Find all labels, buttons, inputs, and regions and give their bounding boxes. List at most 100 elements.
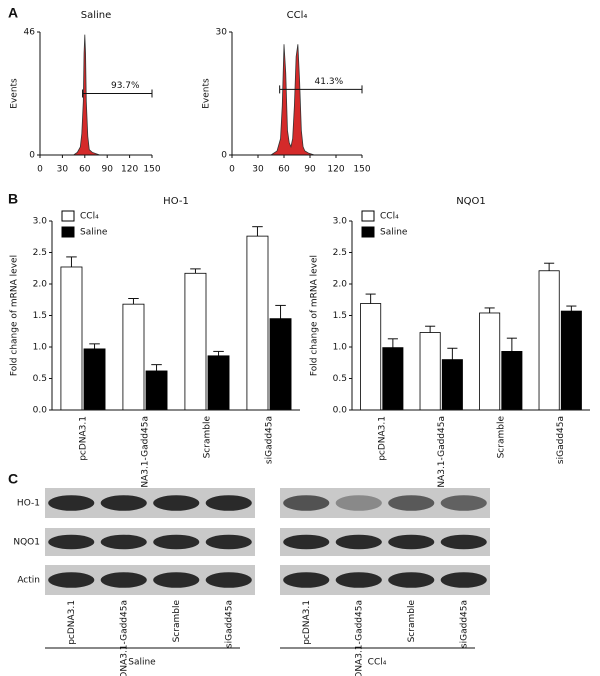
y-tick-label: 2.5 xyxy=(33,248,47,258)
y-tick-label: 30 xyxy=(216,28,228,38)
chart-title: HO-1 xyxy=(163,196,189,207)
x-tick-label: 150 xyxy=(353,165,370,175)
bar xyxy=(501,351,523,411)
group-label: CCl₄ xyxy=(368,658,387,668)
blot-band xyxy=(48,534,95,550)
blot-band xyxy=(153,572,200,588)
blot-band xyxy=(440,572,487,588)
y-tick-label: 2.0 xyxy=(33,280,48,290)
blot-band xyxy=(153,495,200,511)
y-axis-label: Events xyxy=(10,78,20,109)
x-tick-label: 120 xyxy=(121,165,138,175)
x-tick-label: Scramble xyxy=(496,416,506,459)
row-label: NQO1 xyxy=(13,538,40,548)
bar xyxy=(269,318,292,411)
blot-band xyxy=(153,534,200,550)
x-tick-label: Scramble xyxy=(203,416,213,459)
y-tick-label: 0 xyxy=(221,151,227,161)
bar xyxy=(479,312,501,411)
blot-band xyxy=(100,534,147,550)
bar xyxy=(184,272,207,411)
bar xyxy=(83,348,106,411)
x-tick-label: 90 xyxy=(101,165,113,175)
x-tick-label: pcDNA3.1 xyxy=(79,416,89,461)
blot-band xyxy=(440,534,487,550)
lane-label: pcDNA3.1 xyxy=(67,600,77,645)
blot-band xyxy=(335,534,382,550)
y-tick-label: 1.0 xyxy=(33,343,48,353)
legend-label: Saline xyxy=(380,228,408,238)
y-tick-label: 0.5 xyxy=(33,374,47,384)
lane-label: pcDNA3.1 xyxy=(302,600,312,645)
y-tick-label: 3.0 xyxy=(333,217,348,227)
chart-title: CCl₄ xyxy=(287,10,308,21)
bar xyxy=(538,270,560,411)
blot-band xyxy=(48,495,95,511)
bar xyxy=(246,235,269,411)
blot-band xyxy=(283,534,330,550)
row-label: HO-1 xyxy=(17,499,40,509)
legend-swatch xyxy=(361,226,375,238)
x-tick-label: pcDNA3.1-Gadd45a xyxy=(141,416,151,505)
legend-swatch xyxy=(61,226,75,238)
blot-band xyxy=(440,495,487,511)
x-tick-label: 30 xyxy=(252,165,264,175)
x-tick-label: 30 xyxy=(57,165,69,175)
legend-swatch xyxy=(61,210,75,222)
blot-band xyxy=(283,495,330,511)
histogram-area xyxy=(72,34,100,156)
blot-band xyxy=(205,534,252,550)
blot-band xyxy=(388,572,435,588)
blot-band xyxy=(48,572,95,588)
lane-label: pcDNA3.1-Gadd45a xyxy=(119,600,129,676)
bar xyxy=(382,347,404,411)
group-label: Saline xyxy=(128,658,156,668)
blot-band xyxy=(100,495,147,511)
blot-band xyxy=(388,534,435,550)
bar xyxy=(419,332,441,411)
y-tick-label: 1.5 xyxy=(33,311,47,321)
lane-label: pcDNA3.1-Gadd45a xyxy=(354,600,364,676)
bar xyxy=(207,355,230,411)
bar xyxy=(60,266,83,411)
bar xyxy=(360,303,382,411)
y-axis-label: Fold change of mRNA level xyxy=(310,255,320,376)
y-tick-label: 0 xyxy=(29,151,35,161)
legend-label: Saline xyxy=(80,228,108,238)
y-tick-label: 1.5 xyxy=(333,311,347,321)
blot-band xyxy=(205,495,252,511)
y-tick-label: 0.0 xyxy=(33,406,48,416)
x-tick-label: pcDNA3.1 xyxy=(377,416,387,461)
blot-band xyxy=(388,495,435,511)
row-label: Actin xyxy=(17,576,40,586)
chart-title: Saline xyxy=(81,10,112,21)
y-axis-label: Fold change of mRNA level xyxy=(10,255,20,376)
lane-label: Scramble xyxy=(172,600,182,643)
panel-label: B xyxy=(8,191,18,207)
bar xyxy=(441,359,463,411)
blot-band xyxy=(100,572,147,588)
bar xyxy=(560,310,582,411)
panel-label: A xyxy=(8,5,18,21)
y-tick-label: 46 xyxy=(24,28,36,38)
x-tick-label: siGadd45a xyxy=(265,416,275,464)
legend-label: CCl₄ xyxy=(80,212,99,222)
blot-band xyxy=(205,572,252,588)
legend-label: CCl₄ xyxy=(380,212,399,222)
gate-label: 93.7% xyxy=(111,81,140,91)
x-tick-label: siGadd45a xyxy=(556,416,566,464)
blot-band xyxy=(335,495,382,511)
x-tick-label: 60 xyxy=(278,165,290,175)
x-tick-label: 90 xyxy=(304,165,316,175)
x-tick-label: 0 xyxy=(229,165,235,175)
blot-band xyxy=(283,572,330,588)
lane-label: siGadd45a xyxy=(459,600,469,648)
x-tick-label: 0 xyxy=(37,165,43,175)
y-tick-label: 0.0 xyxy=(333,406,348,416)
gate-label: 41.3% xyxy=(315,77,344,87)
x-tick-label: 120 xyxy=(327,165,344,175)
y-axis-label: Events xyxy=(202,78,212,109)
legend-swatch xyxy=(361,210,375,222)
x-tick-label: pcDNA3.1-Gadd45a xyxy=(437,416,447,505)
blot-band xyxy=(335,572,382,588)
